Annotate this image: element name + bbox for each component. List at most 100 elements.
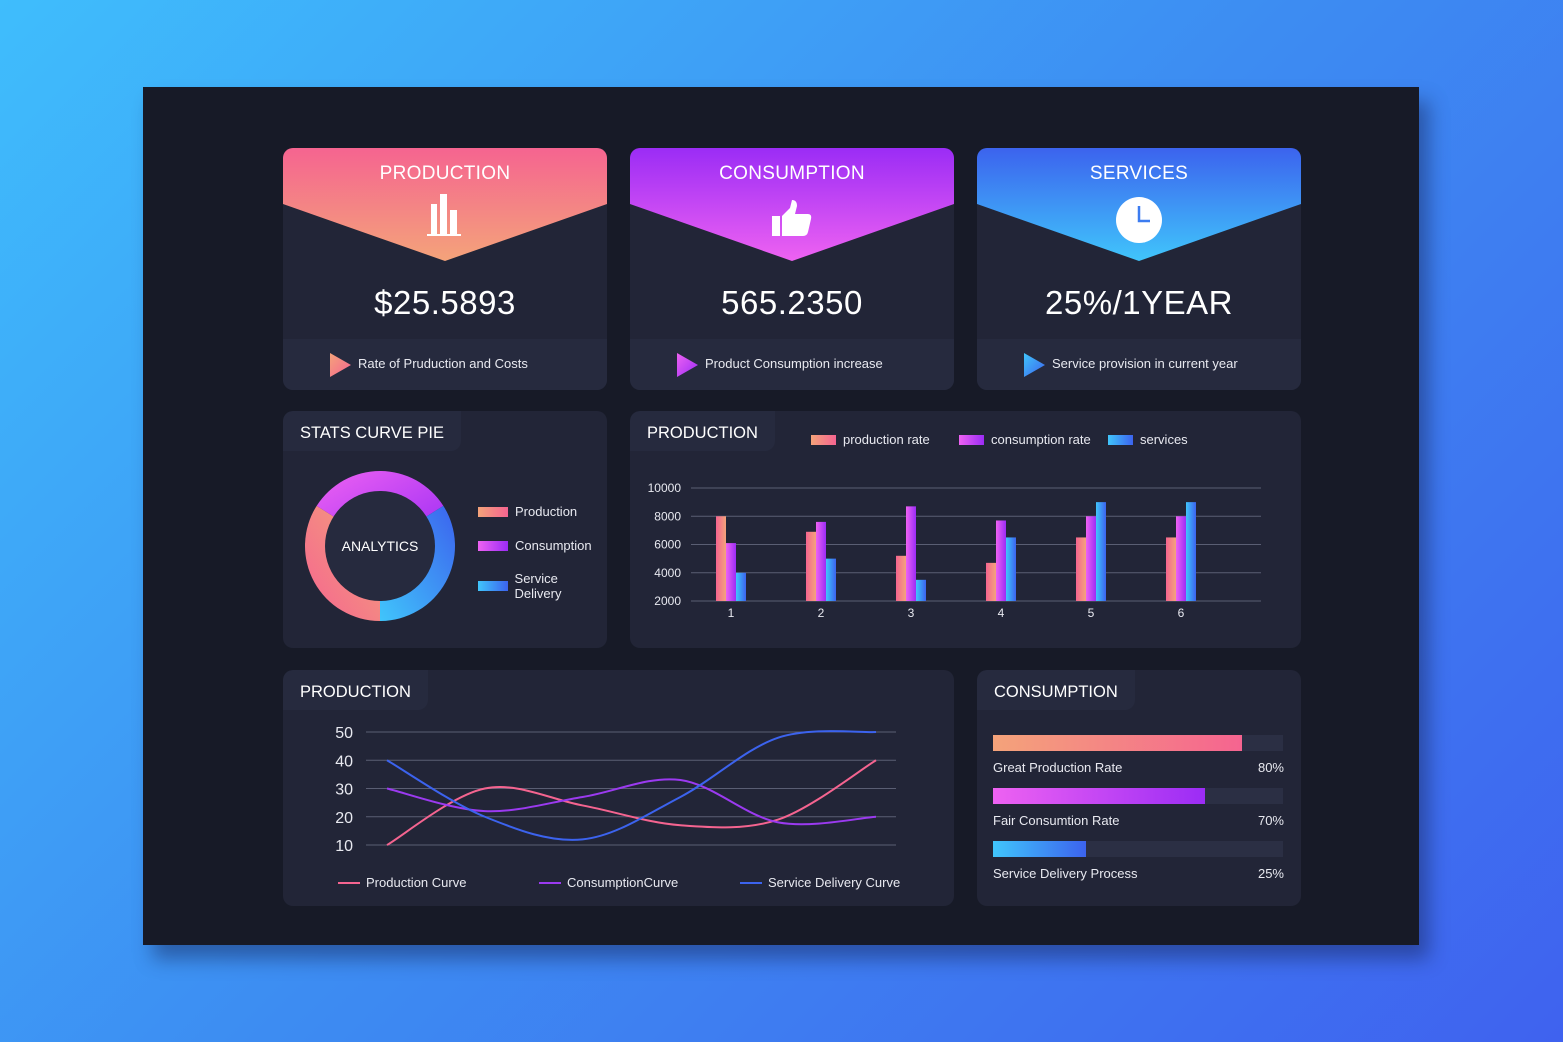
donut-chart: ANALYTICS bbox=[305, 471, 455, 621]
bar-consumption-rate bbox=[1176, 516, 1186, 601]
production-bar-chart: 10000 8000 6000 4000 2000 1 2 3 4 5 6 bbox=[648, 481, 1261, 620]
y-tick-label: 8000 bbox=[654, 509, 681, 523]
production-line-chart: 50 40 30 20 10 bbox=[335, 725, 896, 855]
legend-label: Consumption bbox=[515, 538, 592, 553]
production-kpi-title: PRODUCTION bbox=[379, 163, 511, 184]
bar-consumption-rate bbox=[726, 543, 736, 601]
legend-swatch bbox=[1108, 434, 1133, 445]
progress-fill bbox=[993, 735, 1243, 751]
progress-fill bbox=[993, 788, 1205, 804]
line-service-delivery-curve bbox=[386, 730, 877, 841]
services-kpi-footer-text: Service provision in current year bbox=[1052, 356, 1238, 371]
progress-bar-production bbox=[993, 735, 1283, 751]
bar-services bbox=[916, 579, 926, 601]
consumption-kpi-value: 565.2350 bbox=[721, 284, 863, 321]
services-kpi-value: 25%/1YEAR bbox=[1045, 284, 1233, 321]
legend-line bbox=[539, 881, 561, 884]
clock-icon bbox=[1116, 197, 1162, 243]
stats-pie-card[interactable]: STATS CURVE PIE ANALYTICS Production Con… bbox=[283, 411, 607, 648]
thumbs-up-icon bbox=[772, 200, 812, 236]
legend-label: ConsumptionCurve bbox=[567, 875, 679, 890]
y-tick-label: 4000 bbox=[654, 566, 681, 580]
legend-swatch bbox=[478, 540, 508, 551]
consumption-progress-card[interactable]: CONSUMPTION Great Production Rate 80% Fa… bbox=[977, 670, 1301, 906]
legend-label: Production bbox=[515, 504, 578, 519]
bar-production-rate bbox=[896, 555, 906, 601]
y-tick-label: 2000 bbox=[654, 594, 681, 608]
play-icon bbox=[1024, 353, 1045, 377]
legend-label: services bbox=[1140, 432, 1188, 447]
donut-center-label: ANALYTICS bbox=[342, 538, 419, 554]
y-tick-label: 40 bbox=[335, 753, 353, 770]
pie-legend-consumption: Consumption bbox=[478, 538, 592, 553]
y-tick-label: 10000 bbox=[648, 481, 682, 495]
donut-center bbox=[325, 491, 435, 601]
legend-label: Production Curve bbox=[366, 875, 467, 890]
progress-bar-service bbox=[993, 841, 1283, 857]
bar-production-rate bbox=[716, 516, 726, 601]
bar-production-rate bbox=[986, 562, 996, 601]
production-bar-card[interactable]: PRODUCTION production rate consumption r… bbox=[630, 411, 1301, 648]
y-tick-label: 30 bbox=[335, 782, 353, 799]
bar-production-rate bbox=[806, 531, 816, 601]
legend-swatch bbox=[811, 434, 836, 445]
y-tick-label: 10 bbox=[335, 838, 353, 855]
legend-label: Service Delivery Curve bbox=[768, 875, 901, 890]
bar-legend-services: services bbox=[1108, 432, 1188, 447]
consumption-kpi-card[interactable]: CONSUMPTION 565.2350 Product Consumption… bbox=[630, 148, 954, 390]
pie-legend-service-delivery: Service Delivery bbox=[478, 571, 607, 601]
production-kpi-footer: Rate of Pruduction and Costs bbox=[283, 339, 607, 390]
legend-label: consumption rate bbox=[991, 432, 1091, 447]
bar-services bbox=[1096, 502, 1106, 601]
consumption-progress-title: CONSUMPTION bbox=[977, 670, 1135, 710]
legend-line bbox=[740, 881, 762, 884]
dashboard-panel: PRODUCTION $25.5893 Rate of Pruduction a… bbox=[143, 87, 1419, 945]
progress-label: Service Delivery Process bbox=[993, 866, 1138, 881]
production-line-title: PRODUCTION bbox=[283, 670, 428, 710]
x-tick-label: 2 bbox=[818, 606, 825, 620]
production-kpi-card[interactable]: PRODUCTION $25.5893 Rate of Pruduction a… bbox=[283, 148, 607, 390]
services-kpi-title: SERVICES bbox=[1089, 163, 1189, 184]
y-tick-label: 50 bbox=[335, 725, 353, 742]
line-legend-production: Production Curve bbox=[338, 875, 466, 890]
legend-label: Service Delivery bbox=[514, 571, 562, 601]
production-line-card[interactable]: PRODUCTION 50 40 30 20 10 Production Curve C… bbox=[283, 670, 954, 906]
bar-services bbox=[826, 558, 836, 601]
bar-consumption-rate bbox=[816, 521, 826, 601]
bar-consumption-rate bbox=[996, 520, 1006, 601]
bar-consumption-rate bbox=[1086, 516, 1096, 601]
pie-legend-production: Production bbox=[478, 504, 577, 519]
line-legend-consumption: ConsumptionCurve bbox=[539, 875, 678, 890]
progress-label: Fair Consumtion Rate bbox=[993, 813, 1120, 828]
consumption-kpi-title: CONSUMPTION bbox=[719, 163, 865, 184]
bar-consumption-rate bbox=[906, 506, 916, 601]
legend-swatch bbox=[478, 506, 508, 517]
x-tick-label: 4 bbox=[998, 606, 1005, 620]
bar-chart-icon bbox=[427, 194, 461, 236]
play-icon bbox=[330, 353, 351, 377]
line-legend-service-delivery: Service Delivery Curve bbox=[740, 875, 900, 890]
legend-swatch bbox=[959, 434, 984, 445]
bar-services bbox=[736, 572, 746, 601]
consumption-kpi-footer: Product Consumption increase bbox=[630, 339, 954, 390]
consumption-kpi-footer-text: Product Consumption increase bbox=[705, 356, 883, 371]
legend-label: production rate bbox=[843, 432, 930, 447]
services-kpi-card[interactable]: SERVICES 25%/1YEAR Service provision in … bbox=[977, 148, 1301, 390]
services-kpi-footer: Service provision in current year bbox=[977, 339, 1301, 390]
x-tick-label: 6 bbox=[1178, 606, 1185, 620]
legend-line bbox=[338, 881, 360, 884]
x-tick-label: 3 bbox=[908, 606, 915, 620]
progress-fill bbox=[993, 841, 1086, 857]
legend-swatch bbox=[478, 581, 508, 591]
x-tick-label: 5 bbox=[1088, 606, 1095, 620]
stats-pie-title: STATS CURVE PIE bbox=[283, 411, 461, 451]
production-kpi-value: $25.5893 bbox=[374, 284, 516, 321]
production-kpi-footer-text: Rate of Pruduction and Costs bbox=[358, 356, 528, 371]
x-tick-label: 1 bbox=[728, 606, 735, 620]
progress-percent: 70% bbox=[1257, 813, 1284, 828]
bar-production-rate bbox=[1166, 537, 1176, 601]
bar-production-rate bbox=[1076, 537, 1086, 601]
y-tick-label: 6000 bbox=[654, 538, 681, 552]
y-tick-label: 20 bbox=[335, 810, 353, 827]
bar-services bbox=[1186, 502, 1196, 601]
